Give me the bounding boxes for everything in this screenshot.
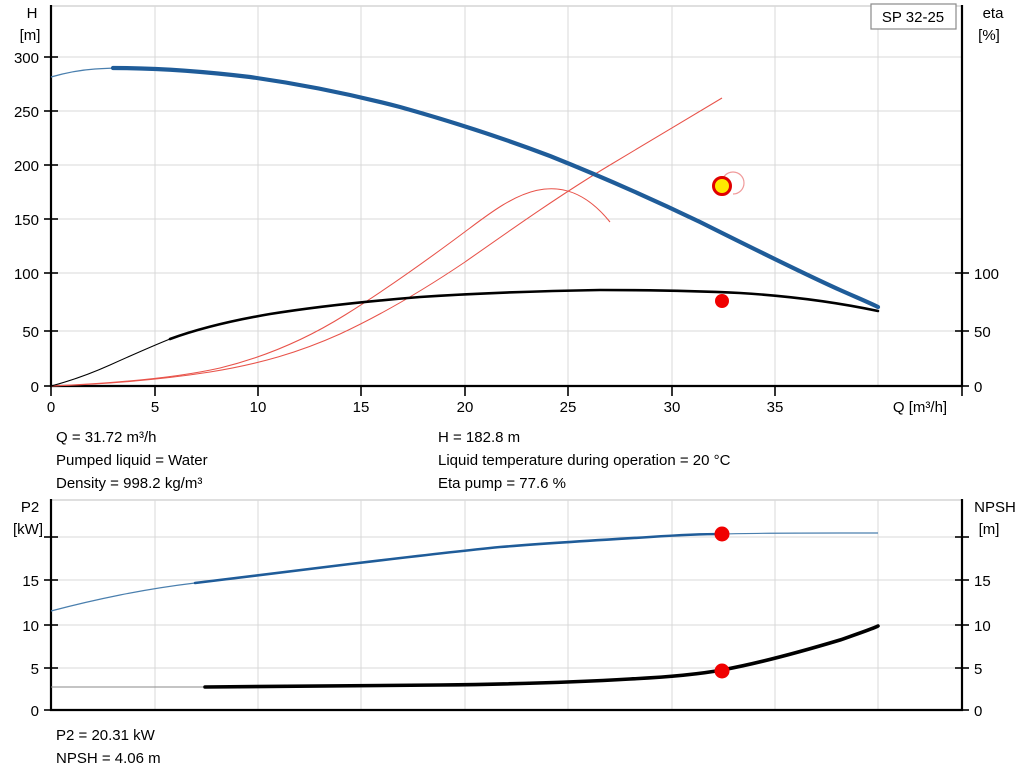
tick-label: 30 [664,399,681,416]
tick-label: 100 [14,266,39,283]
info-line: Liquid temperature during operation = 20… [438,452,731,469]
bottom-chart-right-axis-unit: [m] [979,521,1000,538]
top-chart-vertical-gridlines [154,6,879,386]
tick-label: 0 [31,703,39,720]
top-chart-left-axis-title: H [27,5,38,22]
eta-duty-point-marker [715,294,729,308]
p2-curve-thin-end [721,532,878,535]
bottom-chart-right-axis-title: NPSH [974,499,1016,516]
tick-label: 0 [974,703,982,720]
operating-point-info-top: Q = 31.72 m³/h Pumped liquid = Water Den… [56,429,731,492]
info-line: Eta pump = 77.6 % [438,475,566,492]
bottom-chart: P2 [kW] NPSH [m] 15 10 5 0 15 10 5 0 [13,499,1016,720]
info-line: H = 182.8 m [438,429,520,446]
top-chart-x-axis-title: Q [m³/h] [893,399,947,416]
bottom-chart-horizontal-gridlines [51,499,962,669]
pump-model-badge: SP 32-25 [870,3,957,30]
top-chart-right-axis-title: eta [983,5,1005,22]
bottom-chart-left-axis-unit: [kW] [13,521,43,538]
info-line: P2 = 20.31 kW [56,727,156,744]
duty-point-circle [712,176,732,196]
duty-point-marker [712,171,745,196]
top-chart-left-axis-unit: [m] [20,27,41,44]
bottom-chart-left-tick-labels: 15 10 5 0 [22,573,39,720]
info-line: NPSH = 4.06 m [56,750,161,767]
tick-label: 10 [974,618,991,635]
p2-duty-point-marker [714,526,730,542]
eta-curve [168,288,880,341]
bottom-chart-right-ticks [955,536,969,711]
npsh-curve [203,624,880,689]
tick-label: 25 [560,399,577,416]
tick-label: 50 [22,324,39,341]
bottom-chart-vertical-gridlines [154,500,879,710]
badge-box [870,3,957,30]
power-thin-curve [50,188,611,387]
tick-label: 200 [14,158,39,175]
tick-label: 15 [353,399,370,416]
bottom-chart-left-axis-title: P2 [21,499,39,516]
info-line: Q = 31.72 m³/h [56,429,156,446]
tick-label: 10 [22,618,39,635]
top-chart: H [m] eta [%] 300 250 200 150 100 50 0 1… [14,3,1005,416]
tick-label: 35 [767,399,784,416]
tick-label: 100 [974,266,999,283]
top-chart-horizontal-gridlines [51,5,962,332]
info-line: Pumped liquid = Water [56,452,208,469]
tick-label: 300 [14,50,39,67]
tick-label: 0 [47,399,55,416]
tick-label: 5 [31,661,39,678]
top-chart-x-tick-labels: 0 5 10 15 20 25 30 35 Q [m³/h] [47,399,947,416]
bottom-chart-right-tick-labels: 15 10 5 0 [974,573,991,720]
tick-label: 5 [151,399,159,416]
npsh-duty-point-marker [714,663,730,679]
tick-label: 20 [457,399,474,416]
p2-curve [193,532,724,585]
top-chart-right-axis-unit: [%] [978,27,1000,44]
tick-label: 15 [974,573,991,590]
tick-label: 0 [31,379,39,396]
tick-label: 150 [14,212,39,229]
tick-label: 250 [14,104,39,121]
top-chart-right-tick-labels: 100 50 0 [974,266,999,396]
tick-label: 10 [250,399,267,416]
info-line: Density = 998.2 kg/m³ [56,475,202,492]
badge-label: SP 32-25 [882,9,944,26]
tick-label: 15 [22,573,39,590]
head-curve [110,65,881,310]
eta-curve-thin-start [50,338,171,387]
tick-label: 50 [974,324,991,341]
top-chart-x-ticks [50,386,963,396]
operating-point-info-bottom: P2 = 20.31 kW NPSH = 4.06 m [56,727,161,767]
tick-label: 0 [974,379,982,396]
bottom-chart-left-ticks [44,536,58,711]
tick-label: 5 [974,661,982,678]
power-thin-curve-upper [50,97,723,387]
top-chart-left-tick-labels: 300 250 200 150 100 50 0 [14,50,39,396]
p2-curve-thin-start [50,582,196,612]
